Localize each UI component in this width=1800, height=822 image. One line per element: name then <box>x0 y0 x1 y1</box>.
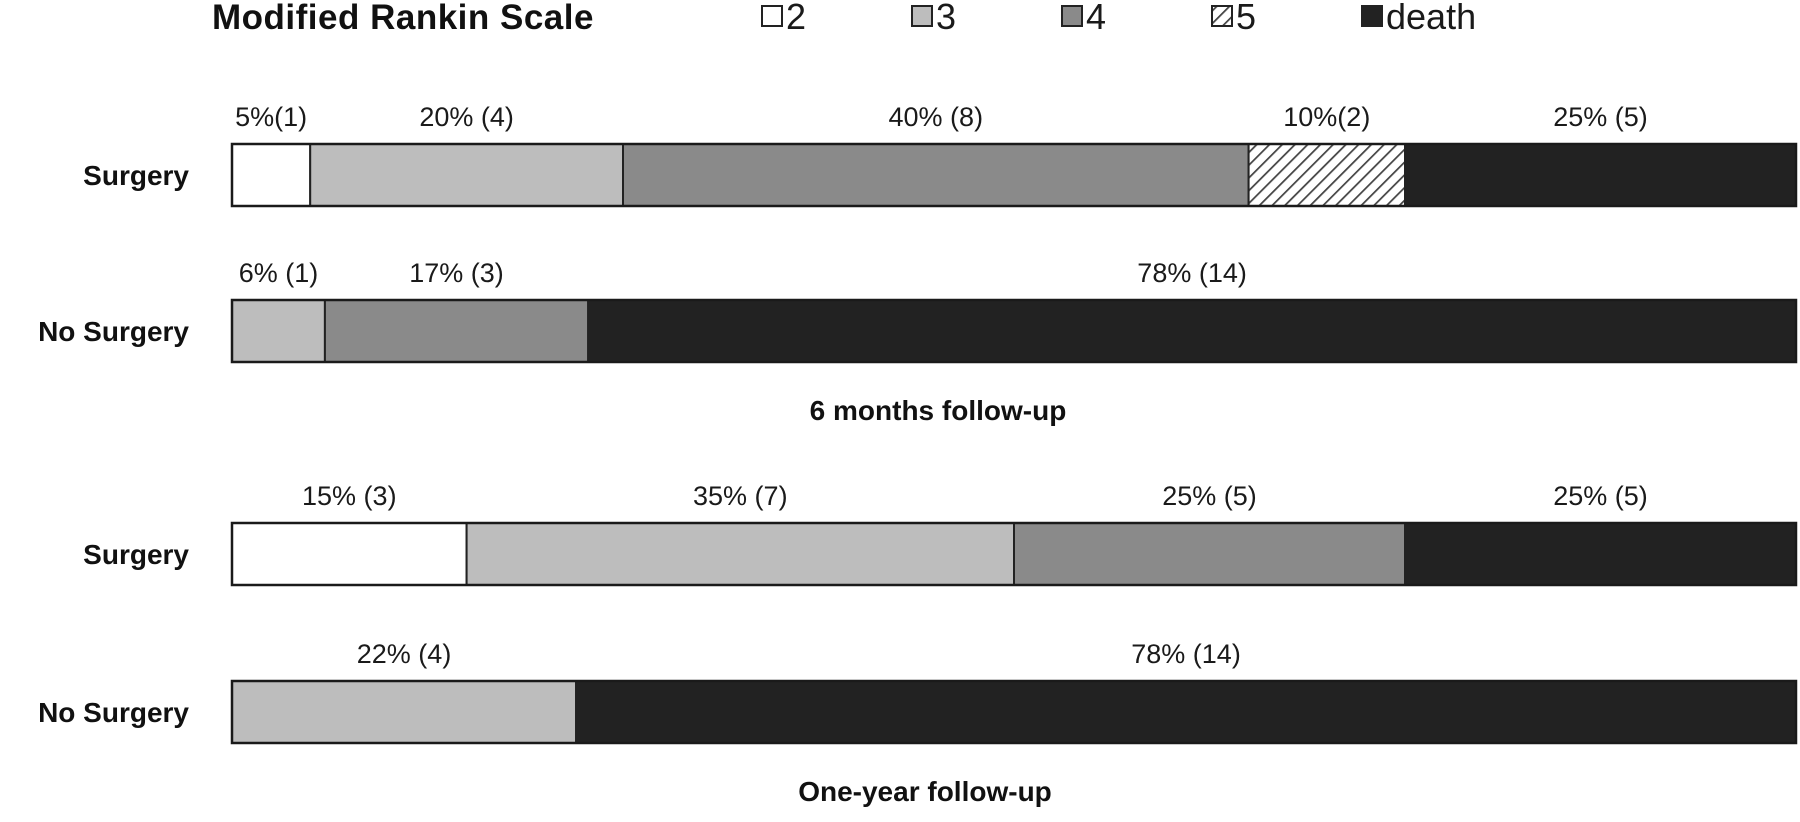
bar-outline <box>230 142 1798 208</box>
bar-segment-death <box>575 680 1798 744</box>
data-label: 25% (5) <box>1553 481 1648 511</box>
data-label: 25% (5) <box>1162 481 1257 511</box>
row-label: Surgery <box>83 539 189 570</box>
panel-title: One-year follow-up <box>798 776 1052 807</box>
legend-swatch-3 <box>911 5 933 27</box>
panel-1: Surgery 5%(1) 20% (4) 40% (8) 10%(2) 25% (5) N… <box>38 102 1798 426</box>
data-label: 78% (14) <box>1137 258 1247 288</box>
data-label: 5%(1) <box>235 102 307 132</box>
bar-outline <box>230 521 1798 587</box>
row-label: No Surgery <box>38 316 189 347</box>
data-label: 10%(2) <box>1283 102 1370 132</box>
legend-title: Modified Rankin Scale <box>212 0 594 37</box>
legend-label-4: 4 <box>1086 0 1106 37</box>
bar-segment-2 <box>231 522 468 586</box>
bar-row: Surgery 15% (3) 35% (7) 25% (5) 25% (5) <box>83 481 1798 587</box>
legend-label-5: 5 <box>1236 0 1256 37</box>
legend-swatch-4 <box>1061 5 1083 27</box>
legend-label-death: death <box>1386 0 1476 37</box>
bar-segment-4 <box>323 299 590 363</box>
data-label: 15% (3) <box>302 481 397 511</box>
bar-segment-death <box>1404 143 1797 207</box>
data-label: 40% (8) <box>889 102 984 132</box>
legend-label-3: 3 <box>936 0 956 37</box>
bar-segment-5 <box>1247 143 1406 207</box>
bar-segment-2 <box>231 143 312 207</box>
data-label: 78% (14) <box>1131 639 1241 669</box>
row-label: Surgery <box>83 160 189 191</box>
bar-row: Surgery 5%(1) 20% (4) 40% (8) 10%(2) 25% (5) <box>83 102 1798 208</box>
data-label: 22% (4) <box>357 639 452 669</box>
bar-segment-3 <box>231 299 326 363</box>
bar-outline <box>230 679 1798 745</box>
row-label: No Surgery <box>38 697 189 728</box>
bar-segment-4 <box>622 143 1250 207</box>
bar-outline <box>230 298 1798 364</box>
legend: Modified Rankin Scale 2 3 4 5 death <box>212 0 1476 37</box>
bar-segment-4 <box>1013 522 1406 586</box>
data-label: 20% (4) <box>419 102 514 132</box>
bar-segment-death <box>1404 522 1797 586</box>
data-label: 35% (7) <box>693 481 788 511</box>
bar-row: No Surgery 22% (4) 78% (14) <box>38 639 1798 745</box>
bar-segment-3 <box>231 680 578 744</box>
legend-label-2: 2 <box>786 0 806 37</box>
legend-swatch-2 <box>761 5 783 27</box>
bar-segment-death <box>587 299 1797 363</box>
data-label: 17% (3) <box>409 258 504 288</box>
panel-title: 6 months follow-up <box>810 395 1067 426</box>
bar-row: No Surgery 6% (1) 17% (3) 78% (14) <box>38 258 1798 364</box>
legend-swatch-5 <box>1211 5 1233 27</box>
bar-segment-3 <box>309 143 624 207</box>
bars-area: Surgery 5%(1) 20% (4) 40% (8) 10%(2) 25% (5) N… <box>38 102 1798 807</box>
data-label: 6% (1) <box>239 258 319 288</box>
bar-segment-3 <box>465 522 1016 586</box>
data-label: 25% (5) <box>1553 102 1648 132</box>
panel-2: Surgery 15% (3) 35% (7) 25% (5) 25% (5) No Su… <box>38 481 1798 807</box>
legend-swatch-death <box>1361 5 1383 27</box>
